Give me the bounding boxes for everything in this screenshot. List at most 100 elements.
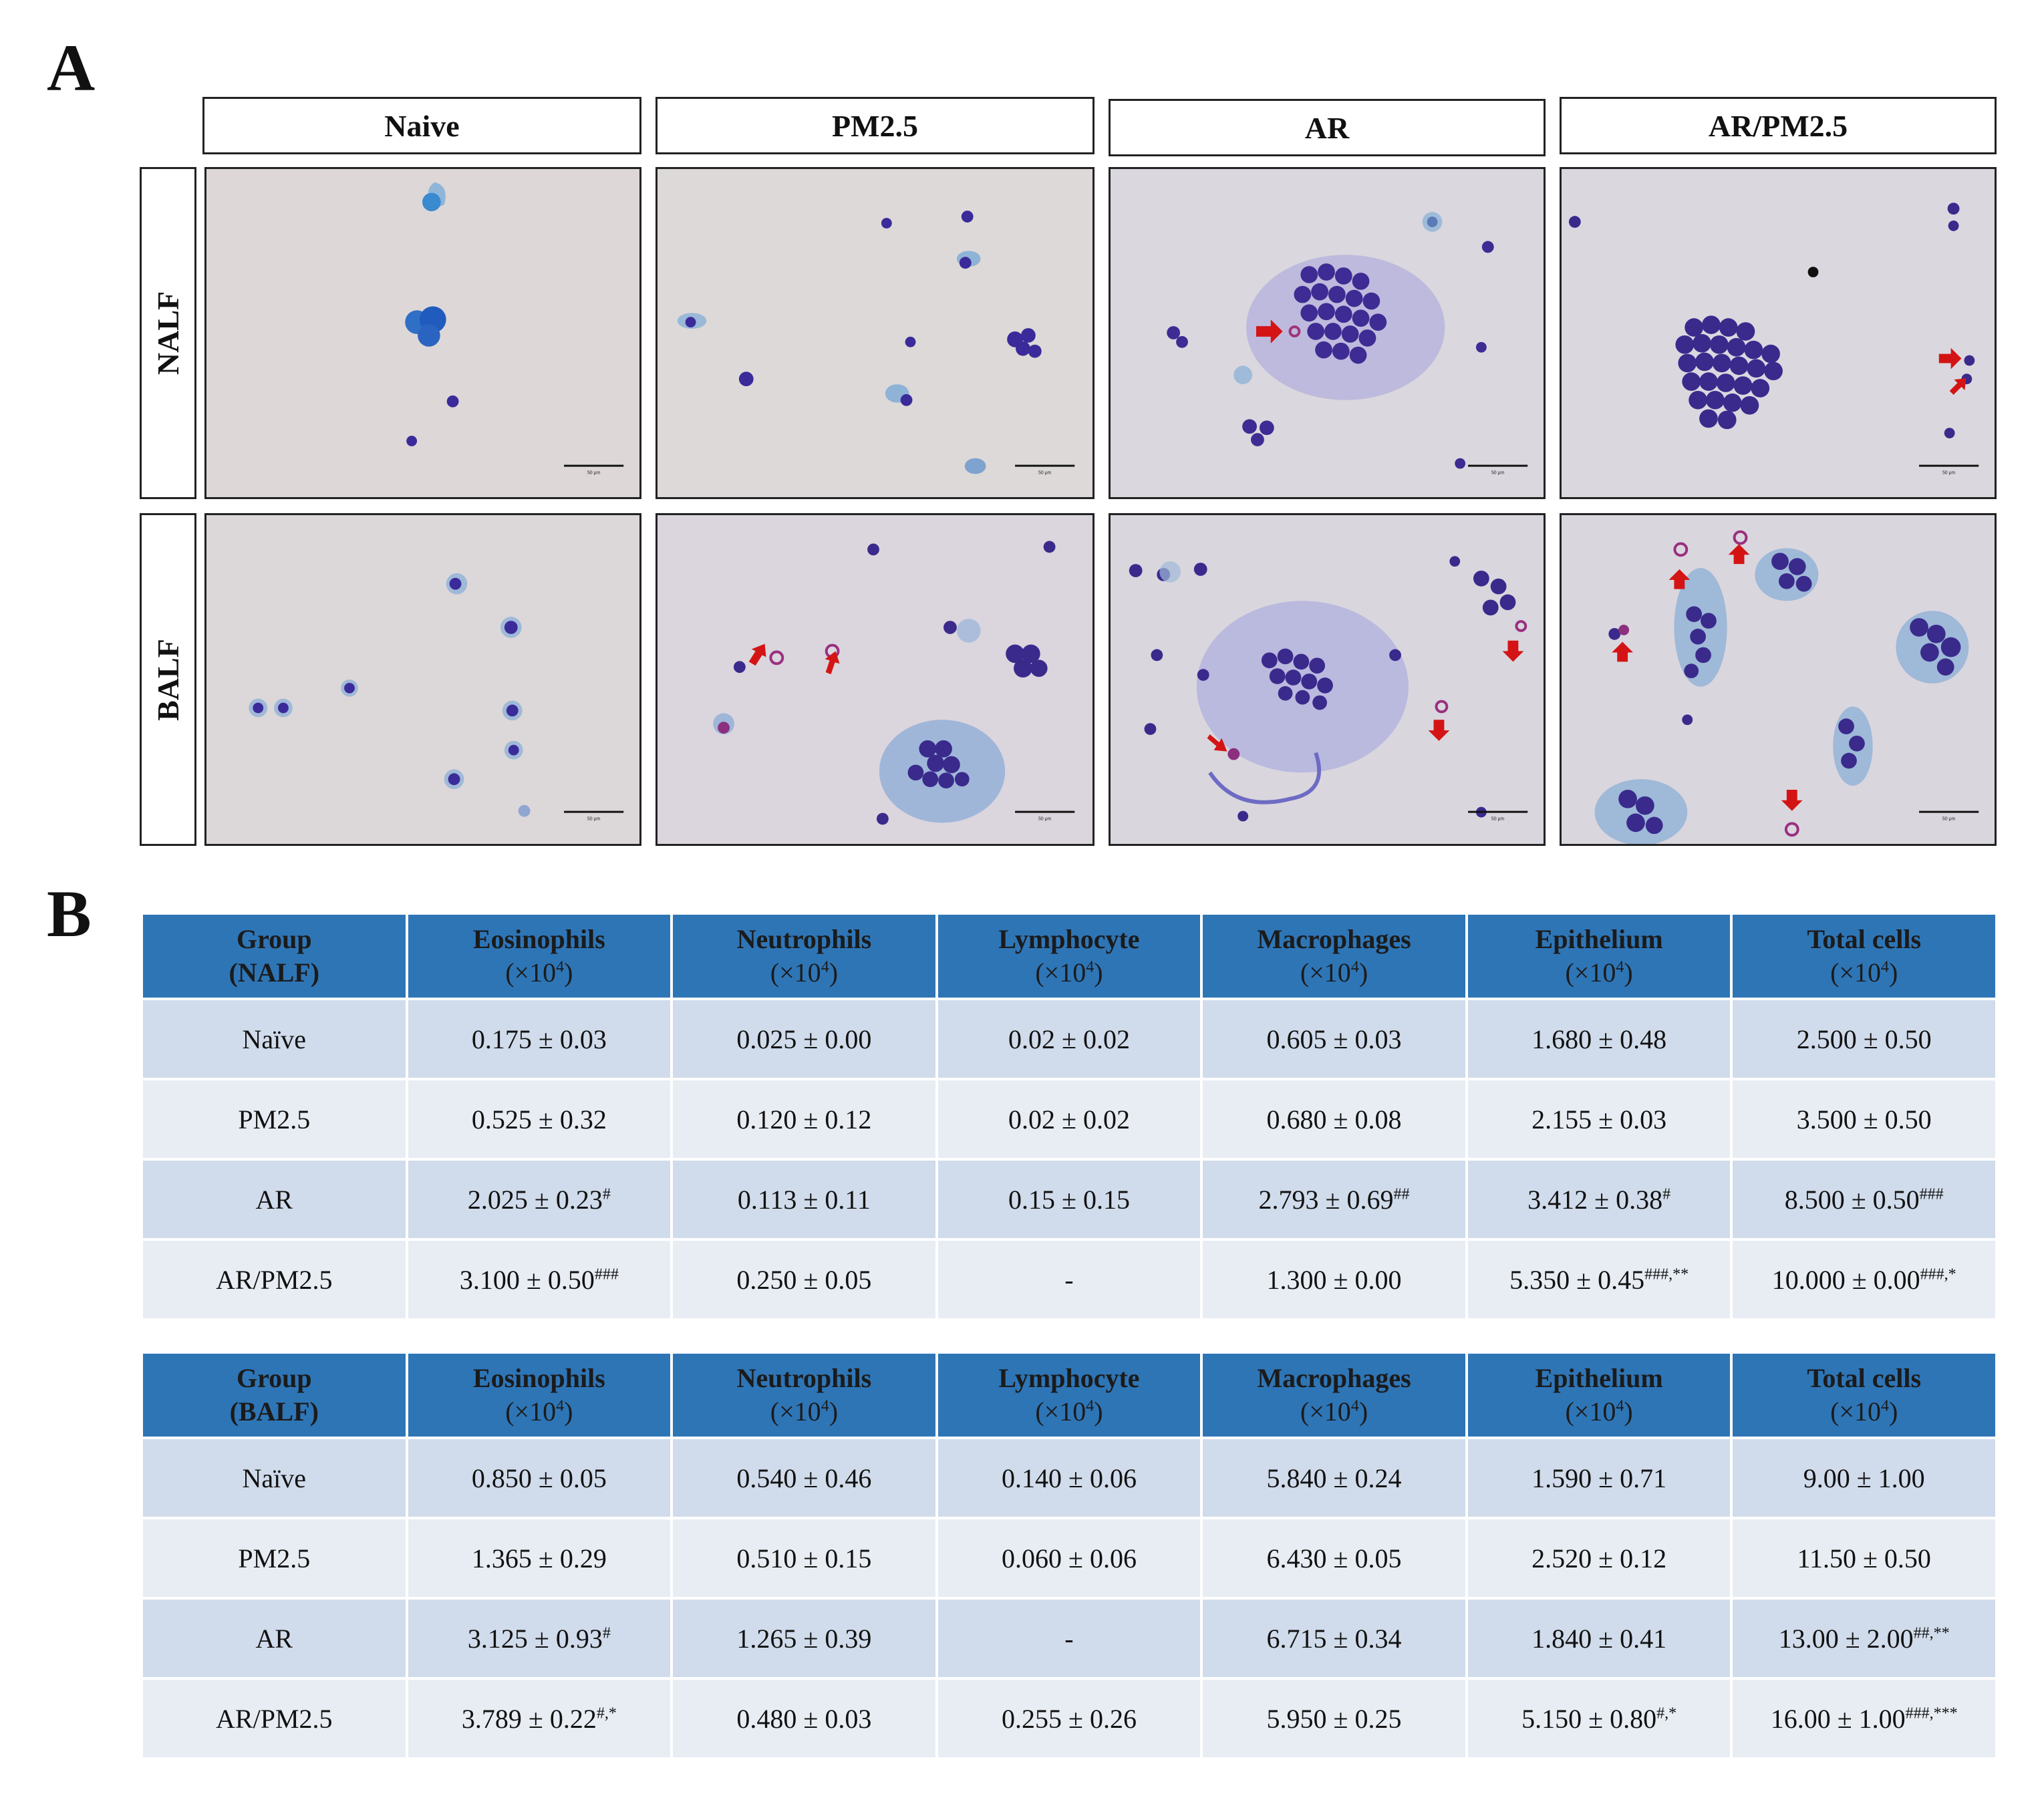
value-text: 0.02 ± 0.02	[1008, 1024, 1130, 1054]
table-row: PM2.5 0.525 ± 0.32 0.120 ± 0.12 0.02 ± 0.02…	[143, 1080, 1995, 1158]
value-cell: 3.100 ± 0.50###	[408, 1241, 671, 1318]
significance-marker: ###	[1919, 1185, 1944, 1203]
table-row: AR 2.025 ± 0.23# 0.113 ± 0.11 0.15 ± 0.15 2.…	[143, 1161, 1995, 1238]
micrograph-nalf-ar-pm25: 50 μm	[1560, 167, 1997, 499]
value-text: 5.350 ± 0.45	[1509, 1264, 1645, 1295]
value-text: 1.840 ± 0.41	[1531, 1623, 1667, 1654]
value-cell: 13.00 ± 2.00##,**	[1733, 1600, 1995, 1677]
value-text: 0.15 ± 0.15	[1008, 1184, 1130, 1215]
value-cell: 0.175 ± 0.03	[408, 1000, 671, 1078]
value-text: 9.00 ± 1.00	[1803, 1463, 1925, 1493]
value-text: 13.00 ± 2.00	[1778, 1623, 1914, 1654]
significance-marker: #,*	[1656, 1704, 1677, 1723]
value-cell: 0.02 ± 0.02	[937, 1080, 1201, 1158]
value-cell: 10.000 ± 0.00###,*	[1733, 1241, 1995, 1318]
significance-marker: #	[602, 1185, 611, 1203]
value-text: 0.060 ± 0.06	[1001, 1543, 1137, 1574]
value-text: -	[1064, 1264, 1074, 1295]
column-header-naive: Naive	[202, 97, 641, 154]
column-header: Eosinophils (×104)	[408, 915, 671, 998]
value-text: 1.265 ± 0.39	[736, 1623, 872, 1654]
micrograph-nalf-pm25: 50 μm	[655, 167, 1094, 499]
panel-b-label: B	[47, 877, 92, 951]
value-text: 2.500 ± 0.50	[1796, 1024, 1932, 1054]
scale-bar-label: 50 μm	[587, 470, 601, 475]
value-cell: 0.250 ± 0.05	[673, 1241, 935, 1318]
value-text: 0.140 ± 0.06	[1001, 1463, 1137, 1493]
row-header-nalf-label: NALF	[151, 291, 186, 376]
value-text: 0.250 ± 0.05	[736, 1264, 872, 1295]
value-text: 0.540 ± 0.46	[736, 1463, 872, 1493]
value-cell: 0.510 ± 0.15	[673, 1519, 935, 1597]
value-text: 2.793 ± 0.69	[1258, 1184, 1394, 1215]
value-cell: 16.00 ± 1.00###,***	[1733, 1680, 1995, 1757]
group-cell: AR	[143, 1600, 406, 1677]
row-header-nalf: NALF	[140, 167, 196, 499]
value-cell: 0.120 ± 0.12	[673, 1080, 935, 1158]
value-text: 10.000 ± 0.00	[1771, 1264, 1920, 1295]
value-text: 5.150 ± 0.80	[1521, 1703, 1657, 1734]
value-text: 2.025 ± 0.23	[467, 1184, 603, 1215]
column-header-pm25: PM2.5	[655, 97, 1094, 154]
group-column-header: Group (BALF)	[143, 1354, 406, 1437]
value-cell: 0.060 ± 0.06	[937, 1519, 1201, 1597]
column-header-ar-pm25: AR/PM2.5	[1560, 97, 1997, 154]
value-cell: 2.500 ± 0.50	[1733, 1000, 1995, 1078]
table-row: Naïve 0.175 ± 0.03 0.025 ± 0.00 0.02 ± 0.02…	[143, 1000, 1995, 1078]
value-text: 0.175 ± 0.03	[471, 1024, 607, 1054]
panel-a-label: A	[47, 31, 96, 105]
value-cell: 2.793 ± 0.69##	[1203, 1161, 1465, 1238]
value-text: 1.680 ± 0.48	[1531, 1024, 1667, 1054]
significance-marker: ##,**	[1913, 1624, 1950, 1642]
value-cell: 1.365 ± 0.29	[408, 1519, 671, 1597]
value-cell: -	[937, 1600, 1201, 1677]
significance-marker: ###	[594, 1265, 619, 1284]
group-cell: AR/PM2.5	[143, 1680, 406, 1757]
value-cell: 0.540 ± 0.46	[673, 1439, 935, 1517]
scale-bar-label: 50 μm	[1491, 816, 1505, 821]
value-text: 16.00 ± 1.00	[1770, 1703, 1906, 1734]
value-cell: 3.789 ± 0.22#,*	[408, 1680, 671, 1757]
value-text: 0.480 ± 0.03	[736, 1703, 872, 1734]
row-header-balf-label: BALF	[151, 638, 185, 721]
scale-bar-label: 50 μm	[1942, 816, 1956, 821]
group-cell: Naïve	[143, 1000, 406, 1078]
value-cell: 3.412 ± 0.38#	[1467, 1161, 1731, 1238]
micrograph-balf-pm25: 50 μm	[655, 513, 1094, 846]
value-cell: 2.155 ± 0.03	[1467, 1080, 1731, 1158]
micrograph-balf-ar-pm25: 50 μm	[1560, 513, 1997, 846]
value-text: 1.365 ± 0.29	[471, 1543, 607, 1574]
value-cell: 0.025 ± 0.00	[673, 1000, 935, 1078]
value-cell: 0.02 ± 0.02	[937, 1000, 1201, 1078]
significance-marker: ##	[1393, 1185, 1410, 1203]
value-cell: 0.140 ± 0.06	[937, 1439, 1201, 1517]
table-row: AR 3.125 ± 0.93# 1.265 ± 0.39-6.715 ± 0.34…	[143, 1600, 1995, 1677]
value-text: 3.500 ± 0.50	[1796, 1104, 1932, 1135]
column-header: Eosinophils (×104)	[408, 1354, 671, 1437]
value-text: 0.113 ± 0.11	[737, 1184, 871, 1215]
significance-marker: #	[1662, 1185, 1671, 1203]
value-cell: 0.480 ± 0.03	[673, 1680, 935, 1757]
value-cell: 5.950 ± 0.25	[1203, 1680, 1465, 1757]
value-text: 0.120 ± 0.12	[736, 1104, 872, 1135]
column-header: Total cells (×104)	[1733, 915, 1995, 998]
value-text: 3.412 ± 0.38	[1527, 1184, 1663, 1215]
scale-bar-label: 50 μm	[1942, 470, 1956, 475]
value-cell: 0.113 ± 0.11	[673, 1161, 935, 1238]
value-cell: 0.525 ± 0.32	[408, 1080, 671, 1158]
value-text: 6.430 ± 0.05	[1266, 1543, 1402, 1574]
micrograph-balf-naive: 50 μm	[204, 513, 641, 846]
value-cell: 1.680 ± 0.48	[1467, 1000, 1731, 1078]
value-text: 3.789 ± 0.22	[461, 1703, 597, 1734]
column-header: Total cells (×104)	[1733, 1354, 1995, 1437]
significance-marker: #	[602, 1624, 611, 1642]
significance-marker: ###,**	[1644, 1265, 1689, 1284]
significance-marker: #,*	[596, 1704, 617, 1723]
table-row: AR/PM2.5 3.789 ± 0.22#,* 0.480 ± 0.03 0.255…	[143, 1680, 1995, 1757]
group-cell: AR/PM2.5	[143, 1241, 406, 1318]
column-header: Lymphocyte (×104)	[937, 915, 1201, 998]
scale-bar-label: 50 μm	[587, 816, 601, 821]
value-cell: 2.520 ± 0.12	[1467, 1519, 1731, 1597]
table-header-row: Group (NALF) Eosinophils (×104) Neutrophil…	[143, 915, 1995, 998]
scale-bar-label: 50 μm	[1038, 816, 1052, 821]
